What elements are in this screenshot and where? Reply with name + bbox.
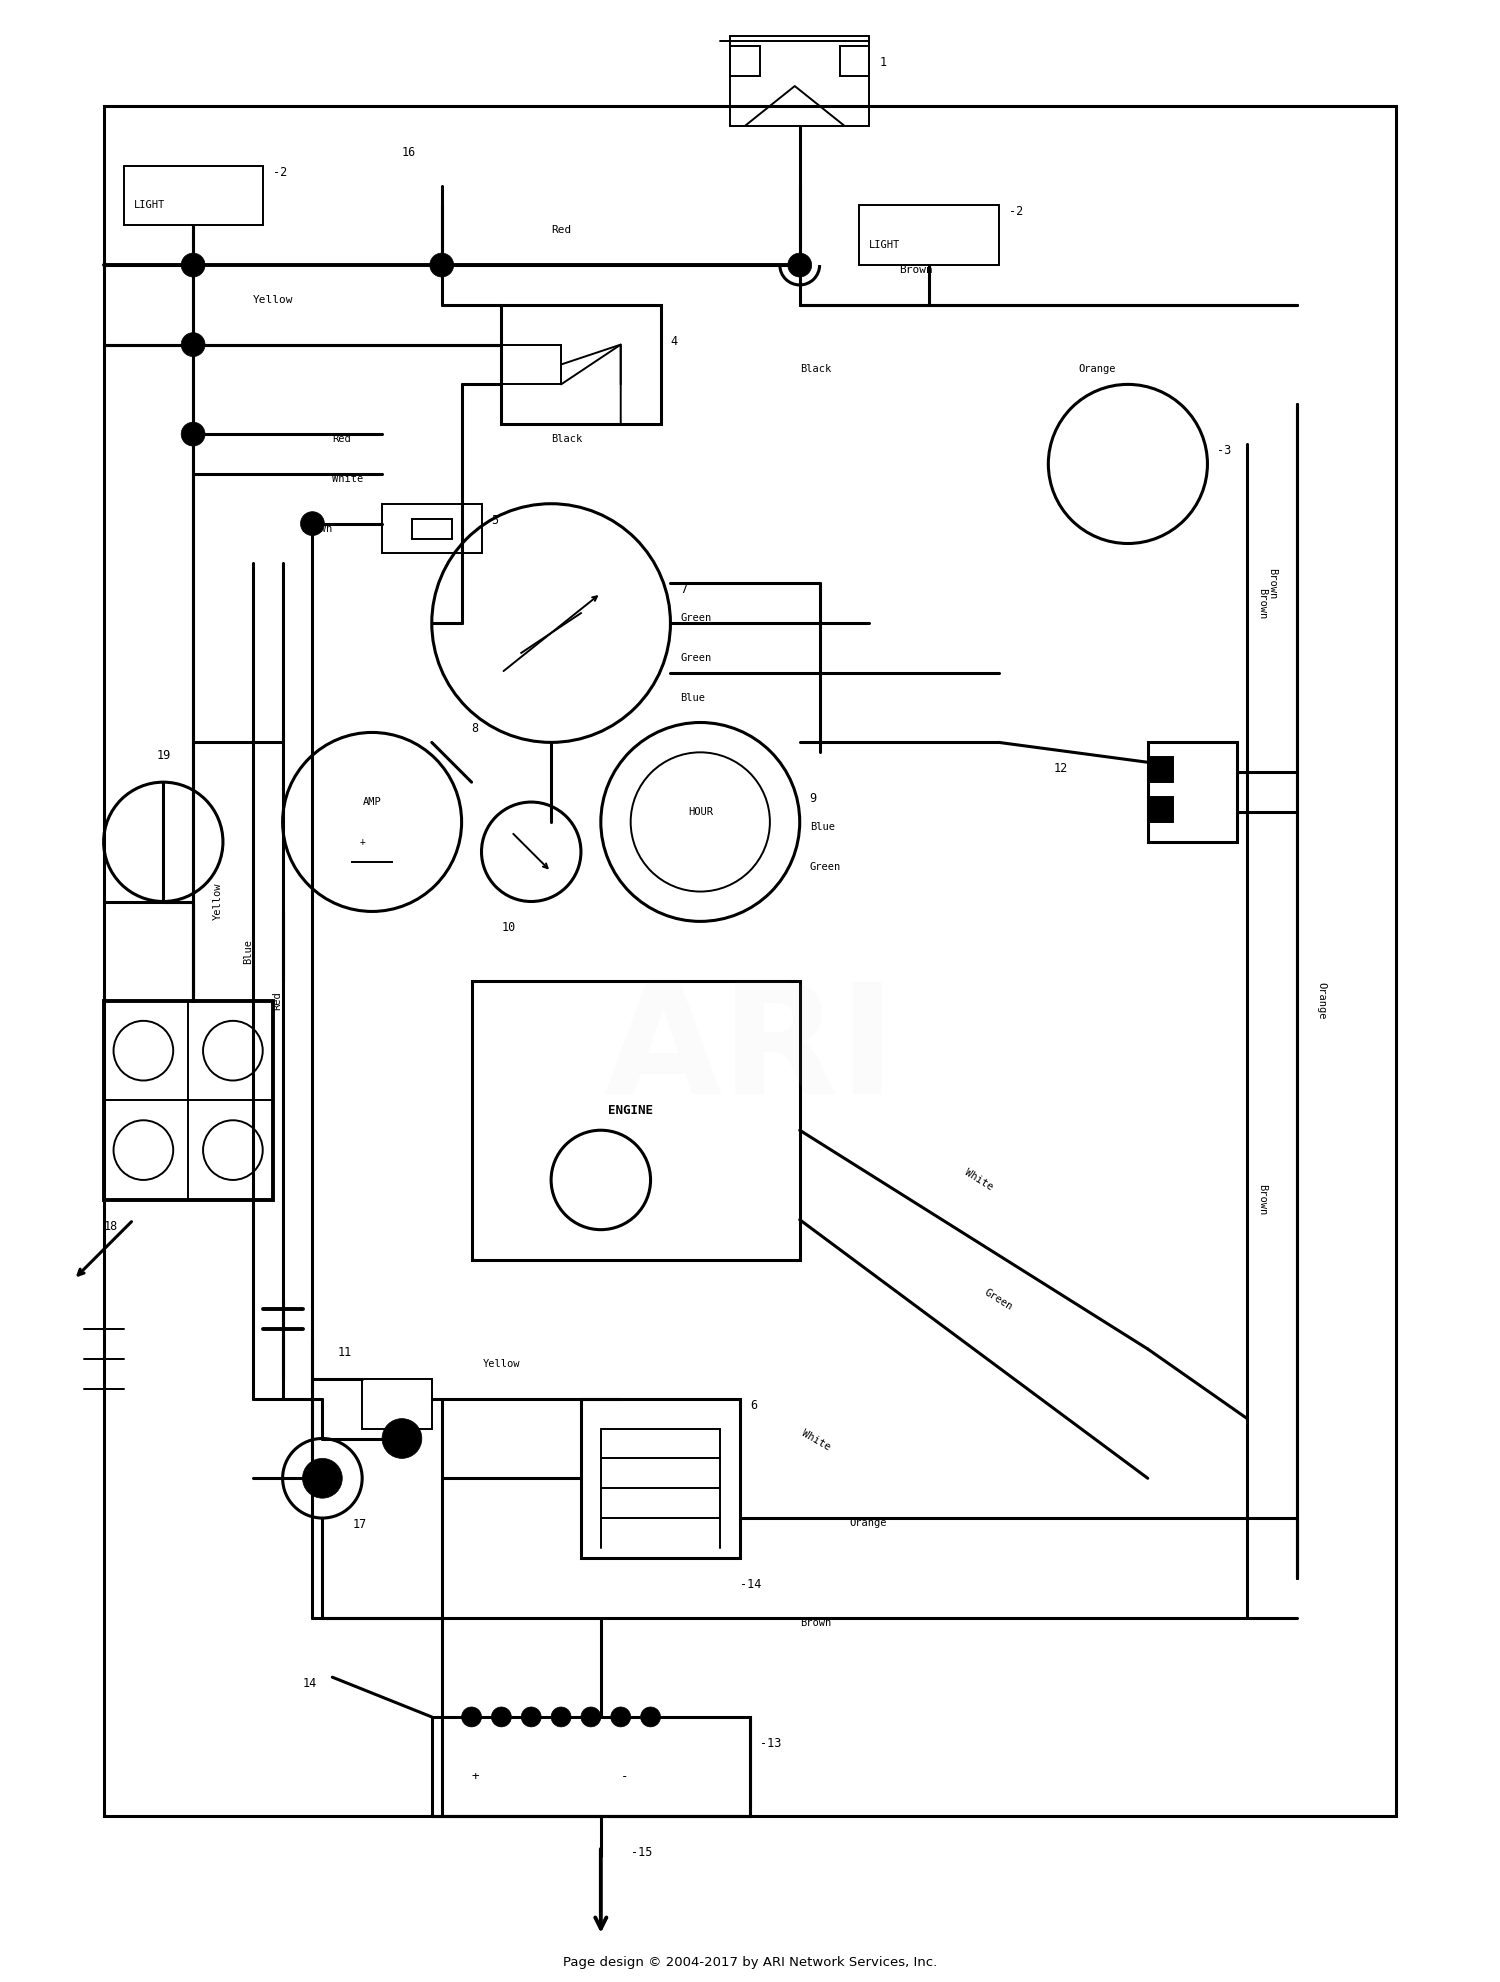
Text: Red: Red (273, 991, 282, 1011)
Text: ARI: ARI (603, 977, 897, 1126)
Text: Page design © 2004-2017 by ARI Network Services, Inc.: Page design © 2004-2017 by ARI Network S… (562, 1956, 938, 1968)
Circle shape (550, 1707, 572, 1726)
Text: 16: 16 (402, 147, 416, 159)
Bar (123, 166, 262, 226)
Text: Brown: Brown (898, 266, 933, 275)
Bar (730, 36, 870, 125)
Text: White: White (333, 474, 363, 484)
Text: -13: -13 (760, 1736, 782, 1750)
Text: 9: 9 (810, 793, 818, 805)
Text: Red: Red (333, 434, 351, 444)
Text: Black: Black (800, 365, 831, 375)
Text: 18: 18 (104, 1219, 118, 1233)
Bar (501, 305, 660, 424)
Text: Green: Green (681, 652, 711, 662)
Circle shape (303, 1459, 342, 1498)
Text: Brown: Brown (1257, 1183, 1268, 1215)
Text: Brown: Brown (800, 1617, 831, 1627)
Text: AMP: AMP (363, 797, 381, 807)
Circle shape (522, 1707, 542, 1726)
Text: Blue: Blue (681, 692, 705, 704)
Text: Blue: Blue (810, 823, 834, 832)
Bar (1148, 743, 1238, 842)
Circle shape (182, 422, 206, 446)
Text: 12: 12 (1054, 763, 1068, 775)
Text: 5: 5 (492, 513, 498, 527)
Text: -15: -15 (630, 1845, 652, 1859)
Bar (580, 1399, 740, 1558)
Text: 10: 10 (501, 922, 516, 934)
Text: Brown: Brown (1268, 567, 1276, 599)
Bar (1148, 797, 1173, 823)
Text: White: White (963, 1167, 994, 1193)
Text: 14: 14 (303, 1677, 316, 1691)
Text: Black: Black (550, 434, 582, 444)
Circle shape (462, 1707, 482, 1726)
Text: -14: -14 (740, 1578, 762, 1592)
Text: -2: -2 (273, 166, 286, 178)
Bar (104, 1001, 273, 1199)
Bar (730, 46, 760, 75)
Bar (382, 503, 482, 553)
Bar (362, 1379, 432, 1429)
Text: Yellow: Yellow (213, 882, 223, 920)
Text: Orange: Orange (1317, 983, 1328, 1019)
Circle shape (430, 254, 453, 277)
Text: LIGHT: LIGHT (870, 240, 900, 250)
Text: Yellow: Yellow (254, 295, 294, 305)
Text: 8: 8 (471, 723, 478, 735)
Text: LIGHT: LIGHT (134, 200, 165, 210)
Circle shape (640, 1707, 660, 1726)
Text: 6: 6 (750, 1399, 758, 1411)
Text: ENGINE: ENGINE (608, 1104, 652, 1116)
Text: Green: Green (982, 1286, 1014, 1312)
Text: Blue: Blue (243, 939, 254, 963)
Bar (471, 981, 800, 1259)
Text: White: White (800, 1429, 832, 1453)
Text: +: + (358, 836, 364, 846)
Text: Red: Red (550, 226, 572, 236)
Text: Green: Green (810, 862, 842, 872)
Text: 7: 7 (681, 583, 687, 597)
Circle shape (610, 1707, 630, 1726)
Circle shape (382, 1419, 422, 1459)
Text: -: - (621, 1770, 628, 1784)
Text: 4: 4 (670, 335, 678, 347)
Text: -2: -2 (1008, 206, 1023, 218)
Text: Yellow: Yellow (483, 1360, 520, 1370)
Bar (432, 1716, 750, 1816)
Text: Orange: Orange (1078, 365, 1116, 375)
Text: -3: -3 (1218, 444, 1231, 458)
Text: +: + (471, 1770, 478, 1784)
Text: Green: Green (681, 612, 711, 622)
Text: Orange: Orange (849, 1518, 886, 1528)
Circle shape (580, 1707, 602, 1726)
Text: 17: 17 (352, 1518, 366, 1530)
Text: HOUR: HOUR (688, 807, 712, 817)
Text: 11: 11 (338, 1346, 352, 1360)
Circle shape (182, 254, 206, 277)
Bar (413, 519, 452, 539)
Circle shape (788, 254, 812, 277)
Bar (501, 345, 561, 385)
Text: Brown: Brown (302, 523, 333, 533)
Circle shape (182, 333, 206, 357)
Bar (1148, 757, 1173, 783)
Bar (840, 46, 870, 75)
Text: 1: 1 (879, 55, 886, 69)
Text: 19: 19 (156, 749, 171, 763)
Bar (104, 105, 1397, 1816)
Circle shape (492, 1707, 512, 1726)
Bar (859, 206, 999, 266)
Text: Brown: Brown (1257, 587, 1268, 618)
Circle shape (300, 511, 324, 535)
